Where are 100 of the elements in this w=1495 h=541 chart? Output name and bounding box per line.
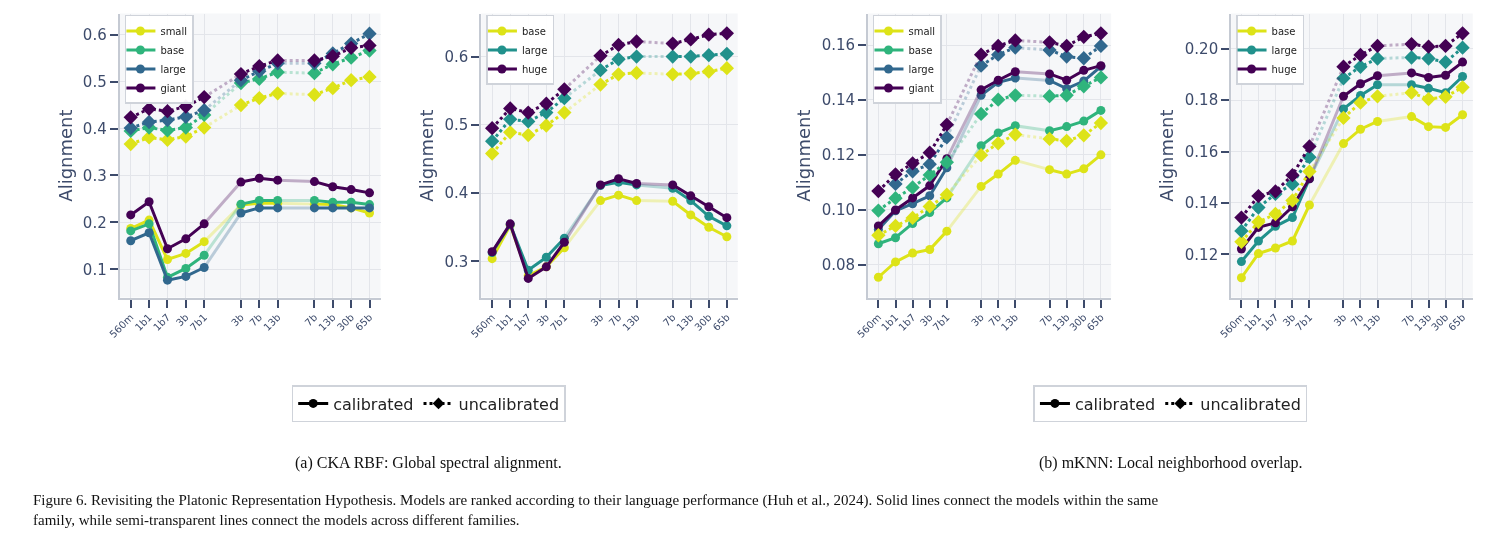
caption: Figure 6. Revisiting the Platonic Representation Hypothesis. Models are ranked according to their language performance (Huh et al., 2024). Solid lines connect the models within the same family, while semi-transparent lines connect the models across different families. [33,492,1159,528]
point [1356,124,1365,134]
point [1338,139,1348,149]
y-tick-label: 0.10 [821,200,856,219]
point [1285,168,1300,183]
y-axis-title: Alignment [1156,109,1178,202]
point [973,106,989,122]
point [908,193,918,203]
point [1438,54,1453,70]
point [1421,91,1436,107]
point [126,210,136,220]
point [178,120,193,135]
point [1373,116,1382,126]
point [1008,33,1023,48]
point [908,248,918,258]
point [1404,50,1419,65]
text: (a) CKA RBF: Global spectral alignment. [295,454,562,472]
point [1373,80,1382,90]
point [362,38,377,53]
point [719,46,735,61]
point [233,97,249,113]
point [123,136,138,152]
point [973,47,989,62]
point [1010,67,1020,77]
point [362,69,377,85]
y-tick-label: 0.2 [82,213,107,232]
point [942,226,952,236]
point [1079,65,1089,75]
y-tick-label: 0.12 [1184,245,1219,264]
point [1421,39,1436,54]
point [1458,72,1468,81]
point [665,36,680,51]
point [629,34,644,49]
point [325,81,340,96]
point [1353,47,1368,63]
point [1079,164,1089,174]
legend-label: base [908,44,933,56]
point [629,49,644,64]
point [905,180,920,195]
point [1234,223,1249,239]
legend-label: giant [908,82,935,94]
point [343,40,359,55]
point [1336,110,1351,126]
point [1370,89,1385,104]
point [722,213,732,223]
legend-label: giant [160,82,187,94]
point [1093,38,1109,54]
point [1008,127,1023,142]
point [343,73,359,88]
point [1373,71,1382,81]
point [1234,210,1249,225]
x-tick-label: 3b [969,311,987,329]
y-tick-label: 0.14 [1184,194,1219,213]
point [701,64,716,79]
point [888,167,903,182]
point [1234,234,1249,249]
text: (b) mKNN: Local neighborhood overlap. [1039,454,1303,472]
point [1336,71,1351,86]
point [160,104,175,119]
point [686,210,696,220]
point [1287,213,1297,223]
point [1421,51,1436,66]
point [144,219,154,229]
point [1304,200,1314,210]
point [704,202,714,212]
point [1045,69,1055,79]
point [539,118,554,133]
point [993,128,1003,138]
point [307,87,322,102]
point [236,208,246,218]
point [719,60,735,76]
legend-label: base [521,25,546,37]
point [1438,38,1453,54]
point [939,155,954,170]
point [484,134,500,149]
point [541,252,551,262]
legend-label: huge [521,63,548,75]
point [888,191,903,206]
point [1336,59,1351,74]
point [503,101,518,116]
point [1062,75,1072,85]
y-axis-title: Alignment [793,109,815,202]
point [1251,214,1266,230]
point [593,63,608,78]
legend-label: uncalibrated [458,394,560,414]
point [1438,89,1453,104]
point [1424,83,1434,93]
y-tick-label: 0.5 [444,116,469,135]
y-tick-label: 0.4 [444,184,469,203]
point [309,203,319,213]
point [197,120,212,135]
point [1253,249,1263,259]
legend-label: base [160,44,185,56]
point [1268,206,1283,222]
point [141,114,157,130]
point [668,196,678,206]
point [701,48,716,63]
point [611,52,626,67]
x-tick-label: 7b1 [548,311,570,333]
point [1455,40,1470,55]
